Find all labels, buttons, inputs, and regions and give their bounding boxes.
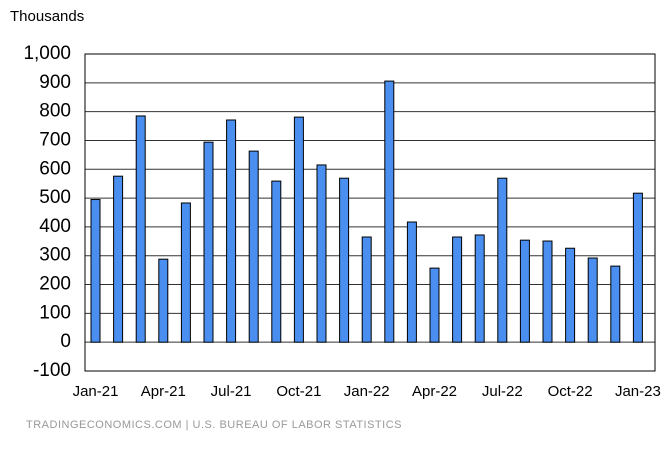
bar [587, 257, 598, 343]
y-tick-label: 700 [39, 129, 71, 150]
bar [519, 239, 530, 343]
bar [565, 247, 576, 343]
bar [339, 177, 350, 343]
x-tick-label: Jul-22 [482, 383, 523, 400]
bar [429, 267, 440, 343]
bar [248, 150, 259, 343]
y-axis-label: Thousands [10, 8, 84, 25]
y-tick-label: 800 [39, 101, 71, 122]
x-tick-label: Apr-22 [412, 383, 457, 400]
source: TRADINGECONOMICS.COM | U.S. BUREAU OF LA… [26, 419, 402, 431]
bar [452, 236, 463, 343]
y-tick-label: -100 [33, 360, 71, 381]
bar [384, 80, 395, 343]
bar [135, 115, 146, 343]
plot-border [84, 53, 656, 372]
bar [316, 164, 327, 343]
bar [610, 265, 621, 343]
bar [158, 258, 169, 343]
bar [406, 221, 417, 343]
y-tick-label: 300 [39, 245, 71, 266]
y-tick-label: 0 [60, 331, 71, 352]
bar [180, 202, 191, 343]
x-tick-label: Apr-21 [141, 383, 186, 400]
y-tick-label: 600 [39, 158, 71, 179]
bar [226, 119, 237, 343]
x-tick-label: Jan-23 [615, 383, 661, 400]
y-tick-label: 400 [39, 216, 71, 237]
bar [90, 199, 101, 343]
bar [113, 175, 124, 343]
y-tick-label: 100 [39, 302, 71, 323]
x-tick-label: Oct-22 [548, 383, 593, 400]
bar [271, 180, 282, 343]
y-tick-label: 900 [39, 72, 71, 93]
bar [361, 236, 372, 343]
y-tick-label: 200 [39, 274, 71, 295]
bar [474, 234, 485, 343]
y-tick-label: 500 [39, 187, 71, 208]
bar [203, 141, 214, 343]
x-tick-label: Jan-21 [73, 383, 119, 400]
bar [497, 177, 508, 343]
bar [632, 192, 643, 343]
bar [542, 240, 553, 343]
x-tick-label: Jul-21 [211, 383, 252, 400]
x-tick-label: Jan-22 [344, 383, 390, 400]
x-tick-label: Oct-21 [276, 383, 321, 400]
y-tick-label: 1,000 [23, 43, 71, 64]
bar [293, 116, 304, 343]
